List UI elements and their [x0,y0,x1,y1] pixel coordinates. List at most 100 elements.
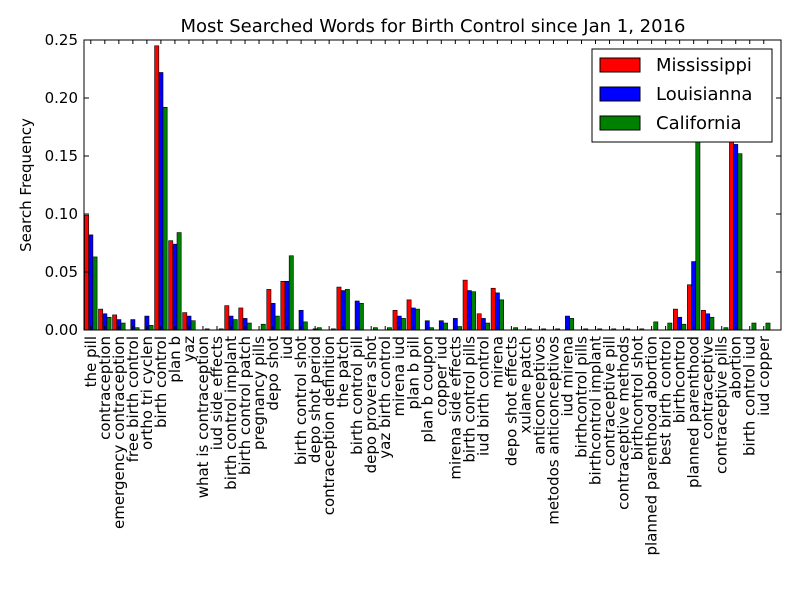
bar-california-47 [751,322,757,331]
x-tick-label: the pill [82,336,100,387]
bar-mississippi-22 [392,309,398,331]
bar-california-44 [709,316,715,331]
bar-california-22 [401,318,406,331]
x-tick-label: xulane patch [516,336,534,434]
bar-california-27 [471,291,476,331]
bar-mississippi-23 [406,299,412,331]
y-tick-label: 0.00 [45,321,78,339]
x-tick-label: contraception [96,336,114,440]
x-tick-label: plan b coupon [418,336,436,443]
x-tick-label: birth control pill [348,336,366,455]
x-tick-label: plan b [166,336,184,383]
bar-mississippi-5 [154,45,160,331]
legend-label-louisianna: Louisianna [656,84,752,105]
legend-swatch-california [599,115,641,131]
x-tick-label: birth control patch [236,336,254,475]
bars-layer [84,45,771,331]
x-tick-label: metodos anticonceptivos [544,336,562,525]
bar-louisianna-6 [172,243,178,331]
bar-california-11 [246,322,252,331]
x-tick-label: what is contraception [194,336,212,498]
x-tick-label: birthcontrol shot [629,336,647,461]
x-tick-label: copper iud [432,336,450,416]
y-tick-label: 0.05 [45,263,78,281]
bar-california-41 [667,322,673,331]
x-tick-label: yaz birth control [376,336,394,459]
bar-california-6 [176,232,182,331]
plot-frame [83,39,782,331]
x-tick-label: pregnancy pills [250,336,268,450]
bar-california-10 [232,319,238,331]
bar-louisianna-19 [354,300,360,331]
legend-swatch-mississippi [599,57,641,73]
bar-mississippi-11 [238,307,244,331]
bar-mississippi-0 [84,214,89,331]
bar-california-29 [499,299,504,331]
bar-california-43 [695,138,701,331]
x-tick-label: birth control implant [222,336,240,490]
x-tick-label: depo shot period [306,336,324,463]
x-tick-label: mirena iud [390,336,408,417]
bar-louisianna-13 [270,303,276,331]
bar-mississippi-29 [490,287,496,331]
x-tick-label: mirena [488,336,506,389]
x-tick-label: birthcontrol pills [573,336,591,458]
x-tick-label: mirena side effects [446,336,464,480]
bar-california-28 [485,322,490,331]
legend-label-california: California [656,113,741,134]
bar-california-15 [302,321,308,331]
bar-louisianna-46 [733,144,739,331]
bar-california-40 [653,321,659,331]
x-tick-label: birth control iud [741,336,759,456]
bar-california-1 [106,316,112,331]
x-tick-label: anticonceptivos [530,336,548,455]
x-tick-label: iud mirena [558,336,576,417]
bar-louisianna-0 [88,234,94,331]
x-tick-label: plan b pill [404,336,422,409]
x-tick-label: ortho tri cyclen [138,336,156,450]
x-tick-label: emergency contraception [110,336,128,529]
legend: Mississippi Louisianna California [591,48,773,143]
x-tick-label: depo shot [264,336,282,411]
bar-mississippi-6 [168,240,174,331]
bar-california-7 [190,320,196,331]
bar-louisianna-5 [158,72,164,331]
x-tick-label: birthcontrol implant [587,336,605,485]
x-tick-label: contraception definition [320,336,338,515]
bar-louisianna-29 [494,292,500,331]
bar-california-14 [288,255,294,331]
x-tick-label: free birth control [124,336,142,462]
x-tick-label: yaz [180,336,198,362]
bar-mississippi-18 [336,286,342,331]
x-tick-label: depo shot effects [502,336,520,466]
bar-california-46 [737,153,743,331]
bar-mississippi-43 [687,284,692,331]
bar-california-23 [415,308,420,331]
bar-mississippi-46 [729,130,734,331]
x-tick-label: iud birth control [474,336,492,456]
bar-mississippi-10 [224,305,230,331]
bar-california-25 [443,322,448,331]
bar-louisianna-18 [340,290,346,331]
x-tick-label: iud copper [755,335,773,416]
bar-mississippi-44 [701,309,706,331]
x-tick-label: abortion [727,336,745,399]
x-tick-label: planned parenthood [685,336,703,488]
bar-california-5 [162,106,168,331]
bar-california-42 [681,323,687,331]
x-tick-label: iud [278,336,296,359]
x-tick-label: birthcontrol [671,336,689,423]
x-tick-label: contraceptive pill [601,336,619,466]
bar-mississippi-7 [182,312,188,331]
chart-title: Most Searched Words for Birth Control si… [181,16,686,37]
y-tick-label: 0.20 [45,89,78,107]
y-tick-label: 0.25 [45,31,78,49]
bar-california-26 [457,326,462,331]
bar-louisianna-43 [691,261,697,331]
legend-label-mississippi: Mississippi [656,55,752,76]
x-tick-label: best birth control [657,336,675,465]
y-tick-label: 0.10 [45,205,78,223]
bar-california-12 [260,323,266,331]
bar-california-48 [765,322,771,331]
